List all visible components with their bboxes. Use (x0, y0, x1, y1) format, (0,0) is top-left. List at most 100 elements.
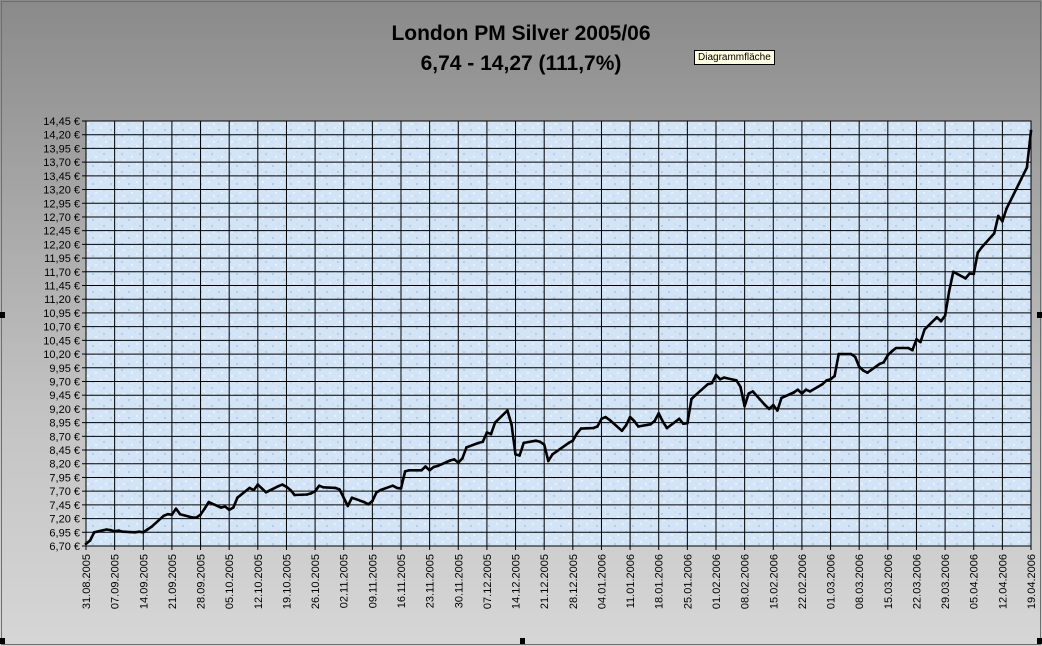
y-tick-label: 7,70 € (49, 486, 80, 498)
data-point (690, 397, 693, 401)
x-tick-label: 05.10.2005 (224, 554, 236, 609)
y-tick-label: 10,45 € (43, 335, 80, 347)
x-axis-tick-labels: 31.08.2005 07.09.2005 14.09.2005 21.09.2005… (81, 554, 1038, 609)
data-point (264, 491, 268, 494)
data-point (485, 431, 489, 434)
data-point (252, 488, 255, 492)
y-tick-label: 11,70 € (44, 267, 80, 279)
resize-handle-bottom[interactable] (520, 638, 525, 644)
y-tick-label: 10,95 € (43, 308, 80, 320)
data-point (661, 420, 665, 423)
data-point (923, 328, 926, 331)
data-point (714, 373, 718, 377)
data-point (796, 388, 800, 392)
x-tick-label: 25.01.2006 (682, 554, 694, 609)
data-point (600, 417, 603, 421)
x-tick-label: 31.08.2005 (81, 554, 93, 609)
data-point (980, 245, 984, 249)
data-point (620, 429, 624, 433)
x-tick-label: 21.12.2005 (539, 554, 551, 609)
chart-area-tooltip: Diagrammfläche (694, 50, 775, 65)
data-point (657, 412, 660, 415)
resize-handle-right[interactable] (1037, 312, 1042, 318)
gridlines (82, 120, 1032, 550)
x-tick-label: 07.12.2005 (482, 554, 494, 609)
data-point (952, 270, 955, 274)
data-point (375, 491, 378, 494)
data-point (972, 272, 975, 276)
data-point (739, 385, 742, 389)
x-tick-label: 26.10.2005 (310, 554, 322, 609)
data-point (109, 528, 112, 532)
data-point (804, 388, 808, 392)
data-point (174, 507, 178, 511)
x-tick-label: 12.10.2005 (253, 554, 265, 609)
data-point (935, 316, 939, 319)
data-point (825, 379, 828, 382)
data-point (162, 514, 165, 518)
data-point (285, 485, 288, 489)
chart-subtitle: 6,74 - 14,27 (111,7%) (420, 52, 622, 75)
x-tick-label: 02.11.2005 (339, 554, 351, 608)
resize-handle-bottom-right[interactable] (1037, 638, 1042, 644)
data-point (379, 488, 382, 492)
data-point (534, 439, 538, 443)
x-tick-label: 09.11.2005 (367, 554, 379, 608)
data-point (117, 529, 120, 532)
y-tick-label: 8,95 € (49, 418, 80, 430)
x-tick-label: 15.02.2006 (768, 554, 780, 609)
x-tick-label: 28.12.2005 (568, 554, 580, 609)
y-tick-label: 13,45 € (43, 171, 80, 183)
data-point (686, 421, 689, 425)
data-point (113, 529, 116, 533)
data-point (829, 378, 832, 381)
data-point (862, 369, 865, 372)
data-point (997, 214, 1000, 218)
y-tick-label: 11,45 € (44, 281, 80, 293)
data-point (105, 528, 108, 531)
data-point (882, 361, 885, 364)
data-point (772, 403, 775, 407)
data-point (481, 440, 485, 444)
data-point (653, 419, 656, 423)
data-point (628, 415, 632, 419)
resize-handle-bottom-left[interactable] (0, 638, 5, 644)
data-point (317, 484, 321, 488)
data-point (800, 392, 804, 395)
data-point (248, 486, 251, 490)
x-tick-label: 08.03.2006 (854, 554, 866, 609)
data-point (632, 419, 636, 423)
data-point (84, 542, 88, 546)
y-tick-label: 12,95 € (43, 198, 80, 210)
data-point (227, 508, 231, 512)
y-tick-label: 9,45 € (49, 390, 80, 402)
y-axis-tick-labels: 14,45 € 14,20 €13,95 € 13,70 € 13,45 € 13,20… (43, 116, 80, 553)
data-point (853, 355, 857, 359)
y-tick-label: 13,20 € (43, 185, 80, 197)
y-tick-label: 6,70 € (49, 541, 80, 553)
x-tick-label: 12.04.2006 (997, 554, 1009, 609)
data-point (718, 378, 722, 381)
data-point (346, 504, 350, 508)
x-tick-label: 29.03.2006 (940, 554, 952, 609)
data-point (722, 376, 726, 379)
data-point (866, 371, 869, 375)
data-point (133, 531, 137, 534)
resize-handle-left[interactable] (0, 312, 5, 318)
y-tick-label: 12,70 € (43, 212, 80, 224)
data-point (191, 516, 194, 519)
data-point (367, 503, 370, 506)
y-tick-label: 8,45 € (49, 445, 80, 457)
plot-area[interactable] (85, 120, 1032, 547)
x-tick-label: 01.02.2006 (711, 554, 723, 609)
data-point (150, 525, 153, 529)
data-point (518, 454, 521, 457)
y-tick-label: 13,70 € (43, 157, 80, 169)
x-tick-label: 14.12.2005 (511, 554, 523, 609)
data-point (747, 392, 750, 395)
data-point (575, 432, 579, 435)
data-point (166, 512, 170, 516)
data-point (391, 484, 395, 488)
data-point (493, 421, 497, 424)
